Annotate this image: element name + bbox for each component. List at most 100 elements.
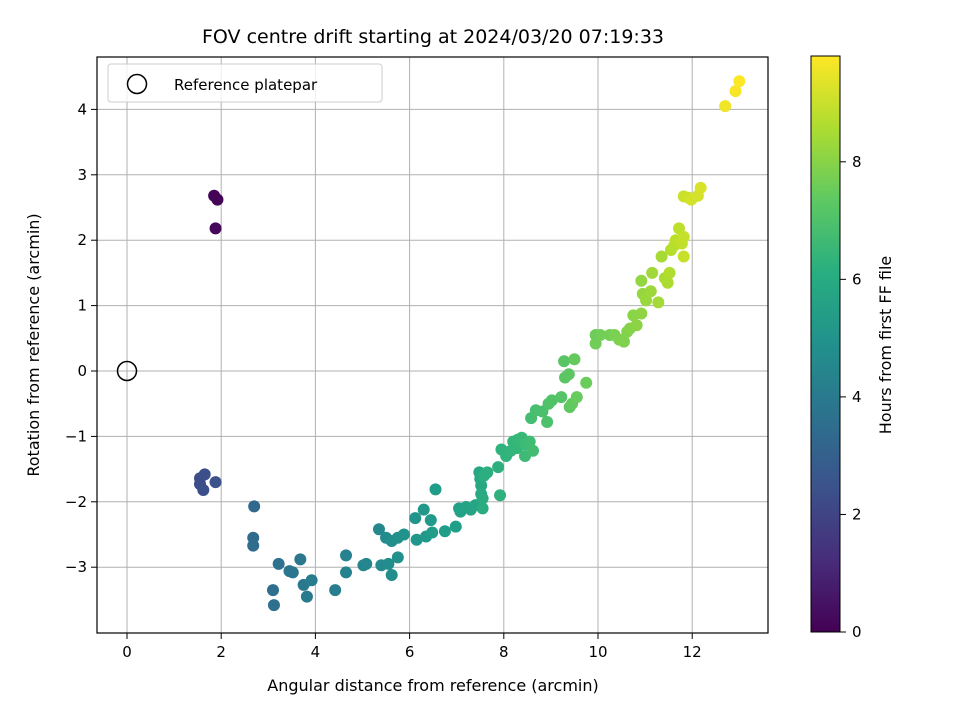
scatter-point <box>267 584 280 597</box>
scatter-point <box>391 551 404 564</box>
scatter-point <box>694 181 707 194</box>
scatter-point <box>492 461 505 474</box>
x-axis-label: Angular distance from reference (arcmin) <box>267 676 598 695</box>
scatter-point <box>410 533 423 546</box>
scatter-point <box>644 285 657 298</box>
colorbar-label: Hours from first FF file <box>876 256 895 435</box>
scatter-point <box>594 329 607 342</box>
y-tick-label: 2 <box>77 231 87 249</box>
x-tick-label: 4 <box>311 643 321 661</box>
scatter-point <box>677 250 690 263</box>
scatter-point <box>476 502 489 515</box>
scatter-point <box>494 489 507 502</box>
colorbar-tick-label: 0 <box>852 623 862 641</box>
scatter-point <box>209 476 222 489</box>
scatter-point <box>247 539 260 552</box>
y-tick-label: −1 <box>65 427 87 445</box>
x-tick-label: 10 <box>588 643 607 661</box>
x-tick-label: 6 <box>405 643 415 661</box>
x-tick-label: 0 <box>122 643 132 661</box>
reference-platepar-marker <box>116 360 138 382</box>
scatter-point <box>267 599 280 612</box>
x-tick-label: 12 <box>683 643 702 661</box>
scatter-point <box>729 85 742 98</box>
scatter-point <box>409 512 422 525</box>
scatter-point <box>211 193 224 206</box>
scatter-point <box>382 557 395 570</box>
scatter-point <box>272 557 285 570</box>
scatter-point <box>630 319 643 332</box>
scatter-point <box>305 574 318 587</box>
scatter-point <box>385 569 398 582</box>
scatter-point <box>417 503 430 516</box>
scatter-point <box>541 416 554 429</box>
y-tick-label: 4 <box>77 100 87 118</box>
scatter-point <box>527 444 540 457</box>
scatter-point <box>652 296 665 309</box>
scatter-point <box>360 557 373 570</box>
y-tick-label: 3 <box>77 166 87 184</box>
scatter-point <box>198 468 211 481</box>
data-points <box>194 75 746 612</box>
scatter-point <box>426 526 439 539</box>
scatter-point <box>558 355 571 368</box>
scatter-point <box>635 274 648 287</box>
scatter-point <box>481 466 494 479</box>
scatter-point <box>300 590 313 603</box>
colorbar-tick-label: 2 <box>852 505 862 523</box>
scatter-point <box>429 483 442 496</box>
grid-lines <box>97 57 768 633</box>
scatter-point <box>733 75 746 88</box>
scatter-point <box>555 391 568 404</box>
scatter-point <box>438 525 451 538</box>
scatter-point <box>646 266 659 279</box>
scatter-point <box>640 294 653 307</box>
legend-open-circle-icon <box>126 73 148 95</box>
scatter-point <box>617 335 630 348</box>
scatter-point <box>545 394 558 407</box>
scatter-point <box>372 523 385 536</box>
scatter-point <box>286 566 299 579</box>
colorbar-tick-label: 4 <box>852 388 862 406</box>
x-tick-label: 2 <box>216 643 226 661</box>
legend: Reference platepar <box>107 63 383 103</box>
y-tick-label: −2 <box>65 493 87 511</box>
legend-box <box>107 63 383 103</box>
scatter-point <box>475 479 488 492</box>
scatter-point <box>329 584 342 597</box>
scatter-point <box>568 353 581 366</box>
colorbar-tick-label: 6 <box>852 270 862 288</box>
y-axis-ticks: −3 −2 −1 0 1 2 3 4 <box>65 100 97 576</box>
scatter-point <box>476 492 489 505</box>
scatter-point <box>340 549 353 562</box>
scatter-point <box>663 266 676 279</box>
scatter-point <box>424 514 437 527</box>
scatter-point <box>655 250 668 263</box>
scatter-point <box>294 553 307 566</box>
scatter-point <box>340 566 353 579</box>
scatter-point <box>449 520 462 533</box>
y-tick-label: −3 <box>65 558 87 576</box>
scatter-point <box>661 276 674 289</box>
scatter-point <box>635 307 648 320</box>
colorbar-ticks: 0 2 4 6 8 <box>840 153 862 641</box>
scatter-point <box>570 391 583 404</box>
colorbar-tick-label: 8 <box>852 153 862 171</box>
scatter-point <box>523 435 536 448</box>
y-tick-label: 1 <box>77 297 87 315</box>
scatter-point <box>397 528 410 541</box>
scatter-point <box>677 230 690 243</box>
x-axis-ticks: 0 2 4 6 8 10 12 <box>122 633 702 661</box>
scatter-point <box>580 376 593 389</box>
colorbar <box>810 55 841 633</box>
scatter-point <box>719 100 732 113</box>
y-axis-label: Rotation from reference (arcmin) <box>24 213 43 476</box>
legend-label: Reference platepar <box>174 76 318 94</box>
scatter-point <box>197 484 210 497</box>
scatter-point <box>248 500 261 513</box>
chart-title: FOV centre drift starting at 2024/03/20 … <box>202 26 664 48</box>
scatter-point <box>209 222 222 235</box>
y-tick-label: 0 <box>77 362 87 380</box>
plot-frame <box>96 56 769 634</box>
